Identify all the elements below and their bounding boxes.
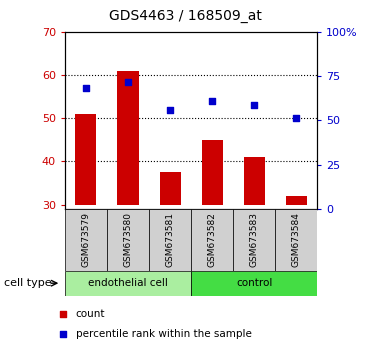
Point	[83, 85, 89, 91]
Text: cell type: cell type	[4, 278, 51, 288]
Bar	[201, 140, 223, 205]
Point	[60, 331, 66, 337]
Bar	[244, 157, 265, 205]
Point	[167, 107, 173, 113]
Text: GSM673579: GSM673579	[82, 212, 91, 267]
Text: GDS4463 / 168509_at: GDS4463 / 168509_at	[109, 9, 262, 23]
Text: GSM673580: GSM673580	[124, 212, 132, 267]
Bar	[75, 114, 96, 205]
Text: GSM673584: GSM673584	[292, 212, 301, 267]
Bar	[286, 196, 307, 205]
Bar	[65, 271, 191, 296]
Bar	[149, 209, 191, 271]
Text: control: control	[236, 278, 272, 288]
Text: percentile rank within the sample: percentile rank within the sample	[76, 329, 252, 339]
Point	[251, 102, 257, 108]
Bar	[160, 172, 181, 205]
Text: endothelial cell: endothelial cell	[88, 278, 168, 288]
Point	[293, 115, 299, 121]
Text: GSM673582: GSM673582	[208, 212, 217, 267]
Text: count: count	[76, 309, 105, 319]
Bar	[118, 71, 138, 205]
Point	[209, 98, 215, 104]
Bar	[65, 209, 107, 271]
Bar	[191, 209, 233, 271]
Bar	[191, 271, 317, 296]
Text: GSM673581: GSM673581	[165, 212, 174, 267]
Bar	[233, 209, 275, 271]
Text: GSM673583: GSM673583	[250, 212, 259, 267]
Point	[60, 311, 66, 316]
Bar	[275, 209, 317, 271]
Point	[125, 79, 131, 84]
Bar	[107, 209, 149, 271]
